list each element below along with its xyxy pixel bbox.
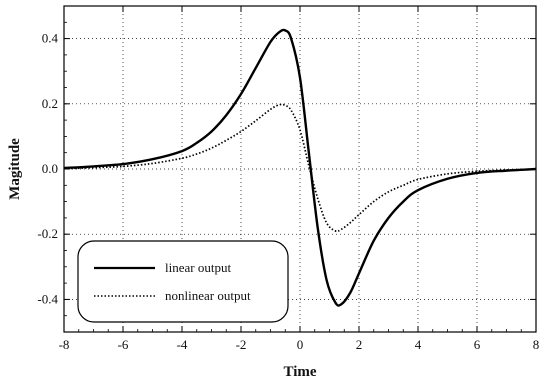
legend-label-linear: linear output xyxy=(165,260,231,275)
series-line-linear-output xyxy=(63,28,537,307)
series-line-nonlinear-output xyxy=(63,103,537,233)
axis-ticks: -8 -6 -4 -2 0 2 4 6 8 -0.4 -0.2 0.0 0.2 0.4 xyxy=(37,5,540,352)
x-tick-label: 0 xyxy=(297,337,304,352)
x-tick-label: 6 xyxy=(474,337,481,352)
x-tick-label: -8 xyxy=(59,337,70,352)
legend: linear output nonlinear output xyxy=(77,240,289,323)
y-tick-label: -0.2 xyxy=(37,226,58,241)
x-tick-label: 8 xyxy=(533,337,540,352)
y-tick-label: -0.4 xyxy=(37,291,58,306)
series-group xyxy=(63,28,537,307)
x-tick-label: 4 xyxy=(415,337,422,352)
y-tick-label: 0.4 xyxy=(42,31,59,46)
x-tick-label: -4 xyxy=(177,337,188,352)
legend-label-nonlinear: nonlinear output xyxy=(165,288,251,303)
x-tick-label: -6 xyxy=(118,337,129,352)
x-tick-label: -2 xyxy=(236,337,247,352)
grid xyxy=(64,6,536,332)
y-tick-label: 0.0 xyxy=(42,161,58,176)
x-axis-title: Time xyxy=(283,364,316,380)
legend-box xyxy=(77,240,289,323)
y-tick-label: 0.2 xyxy=(42,96,58,111)
x-tick-label: 2 xyxy=(356,337,363,352)
y-axis-title: Magitude xyxy=(7,138,23,200)
